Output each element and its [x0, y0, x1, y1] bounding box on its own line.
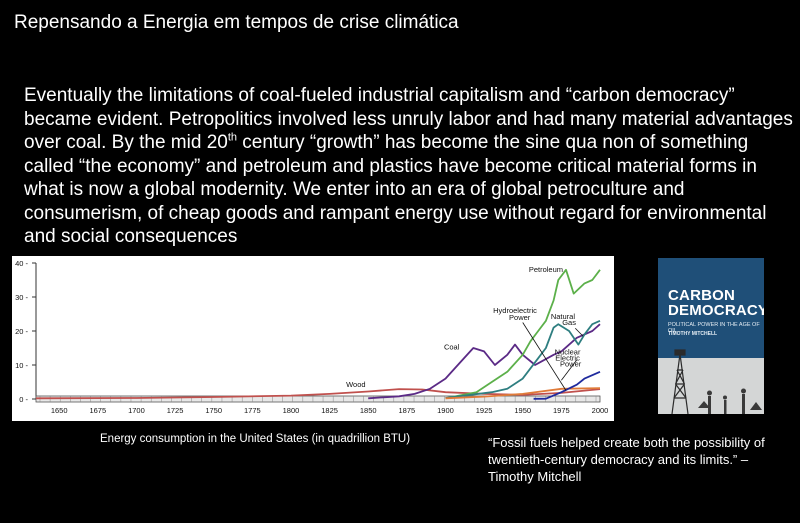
x-tick-label: 1800 — [283, 406, 300, 415]
y-tick-label: 30 - — [15, 293, 28, 302]
y-tick-label: 40 - — [15, 259, 28, 268]
label-pointer-line — [561, 359, 578, 381]
book-cover-image: CARBON DEMOCRACY POLITICAL POWER IN THE … — [658, 258, 764, 414]
chart-arrows — [522, 322, 584, 391]
series-label: Petroleum — [529, 265, 563, 274]
x-tick-label: 1850 — [360, 406, 377, 415]
y-tick-label: 0 - — [19, 395, 28, 404]
paragraph-part-2: century “growth” has become the sine qua… — [24, 132, 767, 247]
x-tick-label: 1700 — [128, 406, 145, 415]
series-line-natural-gas — [445, 319, 601, 399]
mitchell-quote: “Fossil fuels helped create both the pos… — [488, 435, 765, 484]
x-tick-label: 1875 — [399, 406, 416, 415]
body-paragraph: Eventually the limitations of coal-fuele… — [24, 84, 794, 249]
paragraph-part-1: Eventually the limitations of coal-fuele… — [24, 85, 793, 153]
x-tick-label: 1925 — [476, 406, 493, 415]
chart-caption: Energy consumption in the United States … — [100, 433, 411, 445]
series-label: Hydroelectric — [493, 306, 537, 315]
series-label: Power — [560, 360, 582, 369]
series-label: Power — [509, 313, 531, 322]
series-label: Coal — [444, 343, 460, 352]
chart-series — [35, 268, 601, 400]
label-pointer-line — [574, 327, 584, 337]
x-tick-label: 1975 — [553, 406, 570, 415]
book-title-line-2: DEMOCRACY — [668, 302, 764, 319]
book-author: TIMOTHY MITCHELL — [668, 331, 718, 337]
oil-derrick-illustration — [671, 349, 762, 414]
chart-axes: 0 - 10 - 20 - 30 - 40 - 1650 1675 1700 1725 1750 1… — [15, 259, 608, 415]
y-tick-label: 10 - — [15, 361, 28, 370]
x-axis-band — [35, 395, 601, 403]
book-cover-panel — [658, 258, 764, 358]
paragraph-superscript: th — [227, 131, 238, 144]
x-tick-label: 1650 — [51, 406, 68, 415]
series-line-petroleum — [445, 268, 601, 400]
slide-title: Repensando a Energia em tempos de crise … — [14, 12, 459, 33]
x-tick-label: 1900 — [437, 406, 454, 415]
book-subtitle: POLITICAL POWER IN THE AGE OF OIL — [668, 322, 760, 334]
x-tick-label: 2000 — [592, 406, 609, 415]
x-tick-label: 1825 — [321, 406, 338, 415]
series-line-nuclear-electric-power — [533, 370, 601, 400]
book-title-line-1: CARBON — [668, 287, 736, 304]
label-pointer-line — [522, 322, 567, 391]
series-label: Gas — [562, 318, 576, 327]
x-tick-label: 1775 — [244, 406, 261, 415]
x-tick-label: 1950 — [514, 406, 531, 415]
book-title: CARBON DEMOCRACY — [668, 288, 764, 318]
energy-chart-svg: 0 - 10 - 20 - 30 - 40 - 1650 1675 1700 1725 1750 1… — [15, 259, 608, 415]
x-tick-label: 1750 — [205, 406, 222, 415]
series-label: Nuclear — [555, 347, 581, 356]
series-label: Natural — [551, 312, 576, 321]
series-label: Wood — [346, 380, 365, 389]
series-line-coal — [368, 323, 601, 400]
series-line-hydroelectric-power — [445, 387, 601, 400]
x-tick-label: 1675 — [89, 406, 106, 415]
energy-chart: 0 - 10 - 20 - 30 - 40 - 1650 1675 1700 1725 1750 1… — [12, 256, 614, 421]
series-line-wood — [35, 388, 601, 400]
x-tick-label: 1725 — [167, 406, 184, 415]
series-label: Electric — [555, 354, 580, 363]
y-tick-label: 20 - — [15, 327, 28, 336]
